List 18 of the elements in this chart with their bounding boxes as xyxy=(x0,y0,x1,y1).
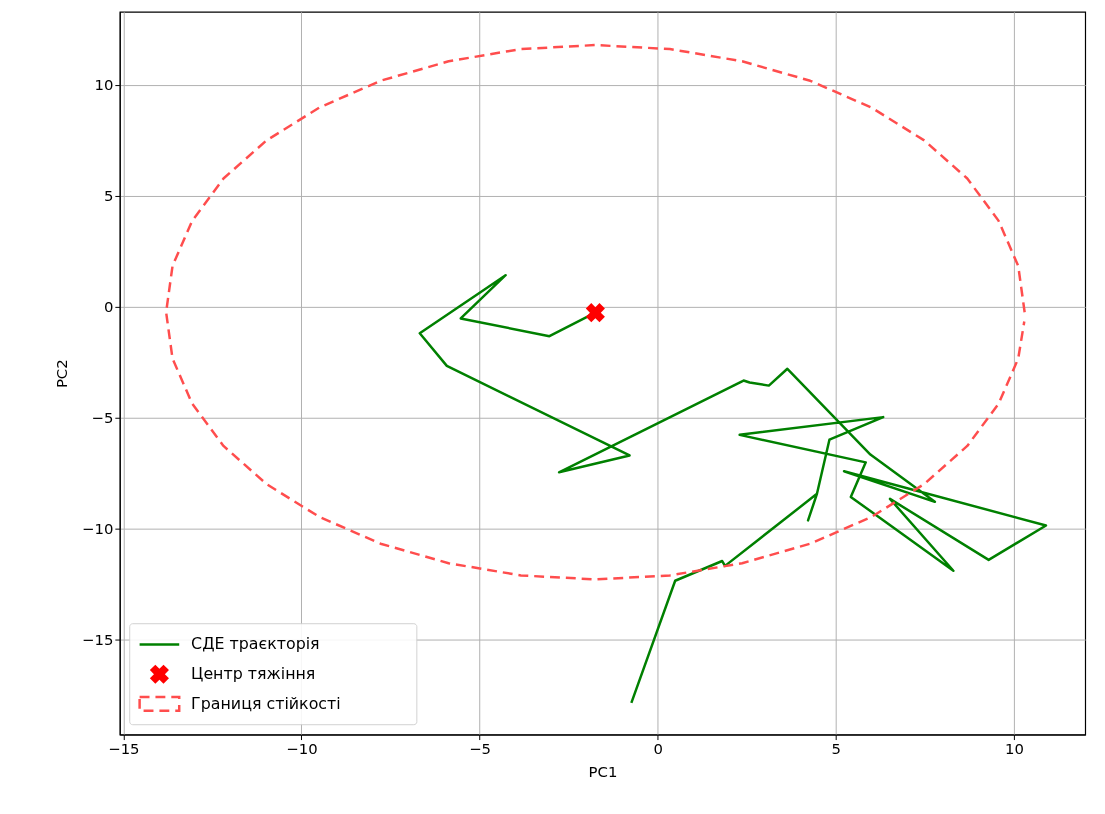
y-tick-label: 5 xyxy=(103,187,114,206)
line-series xyxy=(164,43,1026,581)
y-tick-label: 10 xyxy=(94,76,114,95)
x-tick-label: −5 xyxy=(469,739,492,758)
y-tick-label: 0 xyxy=(103,298,114,317)
legend-label: Центр тяжіння xyxy=(191,664,316,684)
x-tick-label: 10 xyxy=(1005,739,1024,758)
x-tick-label: 5 xyxy=(831,739,842,758)
line-series xyxy=(418,273,1048,705)
x-tick-label: −10 xyxy=(286,739,318,758)
y-axis-title: PC2 xyxy=(53,359,72,389)
x-axis-title: PC1 xyxy=(588,762,618,781)
y-tick-label: −15 xyxy=(82,630,114,649)
legend-label: СДЕ траєкторія xyxy=(191,634,320,654)
legend-label: Границя стійкості xyxy=(191,693,341,713)
x-tick-label: 0 xyxy=(653,739,663,758)
y-tick-label: −10 xyxy=(82,519,114,538)
y-tick-label: −5 xyxy=(91,409,114,427)
